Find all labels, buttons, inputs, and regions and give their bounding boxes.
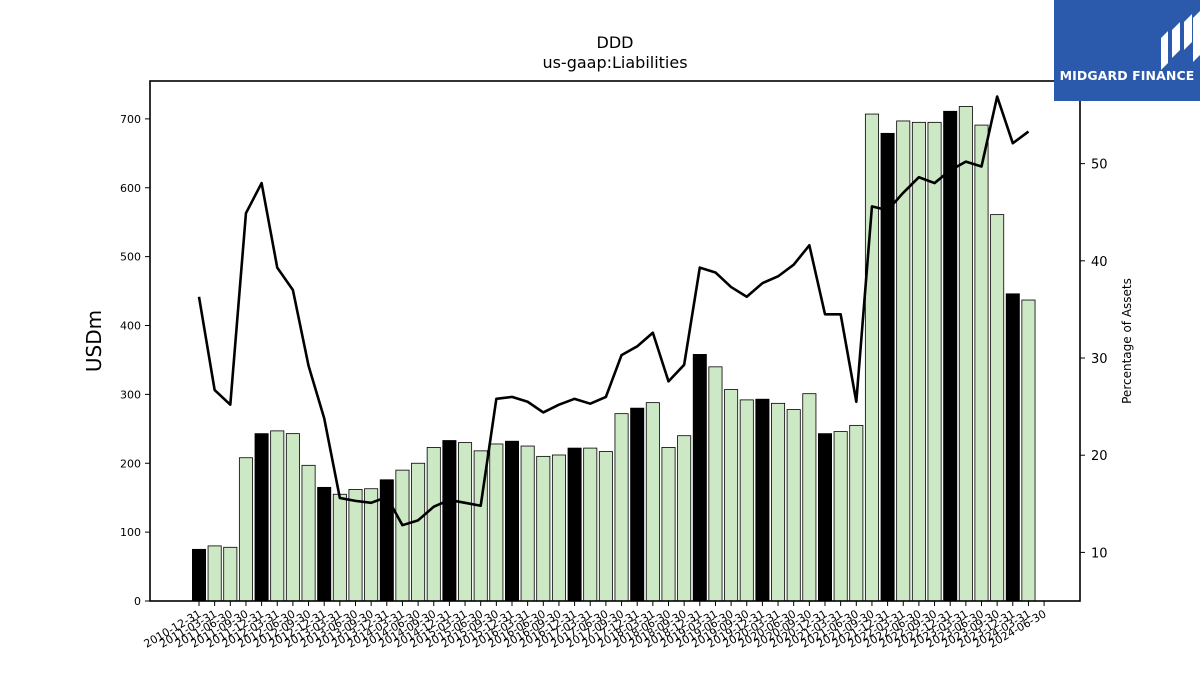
bar	[677, 435, 692, 602]
bar	[974, 124, 989, 602]
bar	[943, 110, 958, 602]
y-tick-label: 100	[120, 526, 141, 539]
bar	[958, 106, 973, 602]
bar	[864, 113, 879, 602]
chart-title: DDD	[597, 33, 634, 52]
bar	[207, 545, 222, 602]
bar	[739, 399, 754, 602]
y-tick-label: 700	[120, 113, 141, 126]
bar	[771, 402, 786, 602]
bar	[849, 424, 864, 602]
y-tick-label: 400	[120, 320, 141, 333]
bar	[755, 398, 770, 602]
bar	[551, 454, 566, 602]
x-axis: 2010-12-312011-03-312011-06-302011-09-30…	[142, 601, 1049, 651]
brand-logo-text: MIDGARD FINANCE	[1059, 68, 1195, 83]
bar	[692, 354, 707, 602]
y-tick-label: 300	[120, 388, 141, 401]
midgard-logo-icon	[1161, 11, 1200, 70]
line-percentage-of-assets	[197, 95, 1030, 527]
bar-series	[191, 106, 1036, 602]
brand-logo: MIDGARD FINANCE	[1054, 0, 1200, 101]
bar	[614, 413, 629, 602]
bar	[191, 548, 206, 602]
bar	[489, 443, 504, 602]
y-axis-left: 0 100 200 300 400 500 600 700	[120, 113, 150, 608]
y-axis-label: USDm	[82, 310, 106, 372]
y-axis-right: 10 20 30 40 50	[1080, 158, 1108, 561]
y-tick-label: 600	[120, 182, 141, 195]
bar	[567, 447, 582, 602]
y2-tick-label: 40	[1091, 255, 1108, 270]
y2-tick-label: 10	[1091, 546, 1108, 561]
bar	[442, 440, 457, 602]
plot-frame	[149, 80, 1081, 602]
bar	[317, 486, 332, 602]
y-tick-label: 200	[120, 457, 141, 470]
bar	[301, 464, 316, 602]
y2-axis-label: Percentage of Assets	[1120, 278, 1134, 404]
bar	[332, 493, 347, 602]
bar	[645, 402, 660, 602]
bar	[786, 409, 801, 602]
bar	[661, 447, 676, 602]
bar	[802, 393, 817, 602]
y-tick-label: 500	[120, 251, 141, 264]
bar	[1005, 293, 1020, 602]
y2-tick-label: 30	[1091, 352, 1108, 367]
bar	[630, 407, 645, 602]
line-series	[197, 95, 1030, 527]
bar	[583, 447, 598, 602]
bar	[254, 433, 269, 602]
bar	[520, 445, 535, 602]
bar	[536, 455, 551, 602]
bar	[927, 121, 942, 602]
bar	[911, 121, 926, 602]
bar	[426, 447, 441, 602]
chart-subtitle: us-gaap:Liabilities	[542, 53, 687, 72]
bar	[348, 489, 363, 602]
y2-tick-label: 20	[1091, 449, 1108, 464]
bar	[411, 462, 426, 602]
bar	[833, 431, 848, 602]
bar	[708, 366, 723, 602]
bar	[504, 440, 519, 602]
bar	[1021, 299, 1036, 602]
bar	[238, 457, 253, 602]
bar	[223, 546, 238, 602]
bar	[990, 214, 1005, 602]
y2-tick-label: 50	[1091, 158, 1108, 173]
y-tick-label: 0	[134, 595, 141, 608]
bar	[285, 433, 300, 602]
bar	[598, 451, 613, 602]
bar	[458, 442, 473, 602]
bar	[270, 430, 285, 602]
bar	[395, 469, 410, 602]
bar	[364, 488, 379, 602]
bar	[724, 389, 739, 602]
bar	[818, 433, 833, 602]
